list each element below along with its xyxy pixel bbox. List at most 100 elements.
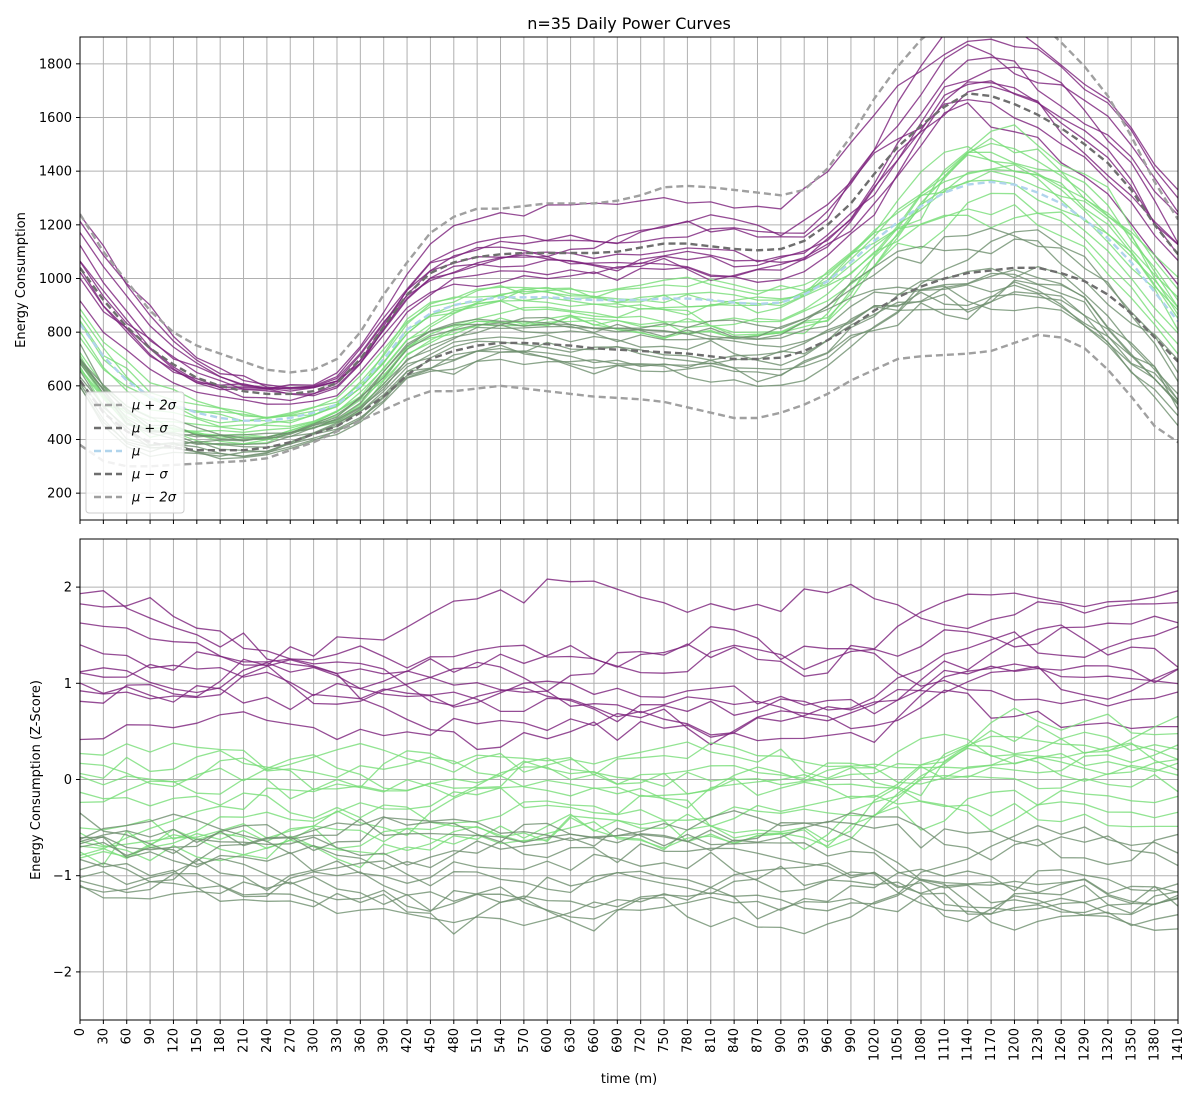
bottom-series-line-14	[80, 757, 1178, 832]
bottom-xtick-label: 720	[634, 1028, 649, 1053]
bottom-series-line-25	[80, 818, 1178, 931]
top-series-line-15	[80, 124, 1178, 428]
top-series-line-17	[80, 192, 1178, 445]
mu-minus-2sigma-line	[80, 333, 1178, 468]
bottom-series-line-3	[80, 578, 1178, 704]
top-series-line-10	[80, 85, 1178, 389]
top-series-line-33	[80, 281, 1178, 458]
bottom-xtick-label: 1170	[984, 1028, 999, 1061]
bottom-xtick-label: 990	[844, 1028, 859, 1053]
bottom-xtick-label: 1350	[1124, 1028, 1139, 1061]
bottom-xtick-label: 1320	[1101, 1028, 1116, 1061]
top-legend: μ + 2σ μ + σ μ μ − σ μ − 2σ	[85, 391, 185, 514]
top-series-line-35	[80, 265, 1178, 458]
bottom-xtick-label: 30	[96, 1028, 111, 1045]
bottom-xtick-label: 840	[727, 1028, 742, 1053]
bottom-xtick-label: 1230	[1031, 1028, 1046, 1061]
top-series-line-29	[80, 284, 1178, 439]
bottom-xtick-label: 240	[260, 1028, 275, 1053]
bottom-series-line-32	[80, 872, 1178, 927]
mu-plus-sigma-line	[80, 92, 1178, 396]
legend-label: μ	[131, 445, 140, 460]
top-series-group	[80, 37, 1178, 468]
top-series-line-26	[80, 227, 1178, 442]
bottom-xlabel: time (m)	[601, 1072, 657, 1087]
top-plot-frame	[79, 36, 1179, 521]
top-series-line-3	[80, 38, 1178, 390]
bottom-xtick-label: 1290	[1078, 1028, 1093, 1061]
bottom-xtick-label: 630	[564, 1028, 579, 1053]
bottom-xtick-label: 420	[400, 1028, 415, 1053]
bottom-series-line-6	[80, 590, 1178, 736]
bottom-ytick-label: 2	[64, 581, 72, 596]
bottom-series-line-2	[80, 590, 1178, 700]
bottom-xtick-label: 1200	[1007, 1028, 1022, 1061]
legend-box	[85, 391, 185, 514]
top-series-line-31	[80, 269, 1178, 446]
top-series-line-7	[80, 81, 1178, 402]
bottom-xtick-label: 540	[494, 1028, 509, 1053]
top-ytick-label: 400	[47, 433, 72, 448]
bottom-series-line-16	[80, 752, 1178, 840]
top-ytick-label: 600	[47, 379, 72, 394]
bottom-xtick-label: 1380	[1148, 1028, 1163, 1061]
bottom-xtick-label: 900	[774, 1028, 789, 1053]
bottom-series-line-1	[80, 624, 1178, 715]
bottom-ytick-label: 0	[64, 773, 72, 788]
top-series-line-25	[80, 285, 1178, 437]
top-series-line-22	[80, 145, 1178, 419]
mu-plus-2sigma-line	[80, 37, 1178, 374]
legend-label: μ − 2σ	[131, 491, 177, 506]
legend-label: μ + 2σ	[131, 399, 177, 414]
top-series-line-8	[80, 43, 1178, 392]
top-ytick-label: 1400	[39, 165, 72, 180]
bottom-ytick-label: −1	[53, 869, 72, 884]
top-grid	[79, 37, 1179, 520]
top-series-line-12	[80, 170, 1178, 438]
bottom-xtick-label: 360	[353, 1028, 368, 1053]
bottom-xtick-label: 570	[517, 1028, 532, 1053]
bottom-xtick-label: 90	[143, 1028, 158, 1045]
bottom-xtick-label: 150	[190, 1028, 205, 1053]
bottom-xtick-label: 600	[540, 1028, 555, 1053]
bottom-series-line-35	[80, 858, 1178, 920]
bottom-xtick-label: 300	[307, 1028, 322, 1053]
bottom-xtick-label: 1020	[867, 1028, 882, 1061]
bottom-xtick-label: 810	[704, 1028, 719, 1053]
top-ytick-label: 1000	[39, 272, 72, 287]
mu-minus-sigma-line	[80, 266, 1178, 452]
top-series-line-1	[80, 66, 1178, 395]
bottom-series-group	[80, 578, 1178, 935]
bottom-xtick-label: 210	[237, 1028, 252, 1053]
bottom-xtick-label: 1410	[1171, 1028, 1186, 1061]
chart-title: n=35 Daily Power Curves	[527, 14, 731, 33]
bottom-series-line-33	[80, 881, 1178, 931]
bottom-series-line-7	[80, 663, 1178, 751]
bottom-xtick-label: 690	[610, 1028, 625, 1053]
bottom-series-line-34	[80, 851, 1178, 915]
top-ylabel: Energy Consumption	[14, 212, 29, 348]
bottom-xtick-label: 330	[330, 1028, 345, 1053]
top-ytick-label: 1200	[39, 218, 72, 233]
top-series-line-5	[80, 98, 1178, 389]
bottom-series-line-17	[80, 789, 1178, 859]
mu-line	[80, 180, 1178, 422]
bottom-xtick-label: 60	[120, 1028, 135, 1045]
top-series-line-4	[80, 56, 1178, 397]
bottom-series-line-27	[80, 810, 1178, 886]
bottom-series-line-13	[80, 731, 1178, 862]
bottom-xtick-label: 0	[73, 1028, 88, 1036]
bottom-series-line-28	[80, 841, 1178, 915]
bottom-series-line-30	[80, 812, 1178, 912]
bottom-ytick-label: −2	[53, 965, 72, 980]
bottom-xtick-label: 510	[470, 1028, 485, 1053]
bottom-xtick-label: 390	[377, 1028, 392, 1053]
bottom-series-line-19	[80, 747, 1178, 795]
bottom-xtick-label: 480	[447, 1028, 462, 1053]
bottom-xtick-label: 1110	[937, 1028, 952, 1061]
top-series-line-2	[80, 37, 1178, 391]
bottom-xtick-label: 870	[750, 1028, 765, 1053]
bottom-series-line-15	[80, 707, 1178, 851]
bottom-xtick-label: 1260	[1054, 1028, 1069, 1061]
